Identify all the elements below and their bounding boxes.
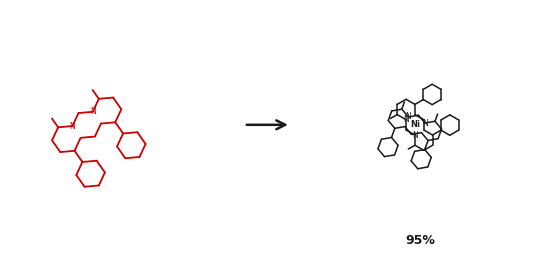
Text: N: N bbox=[403, 115, 409, 124]
Text: 95%: 95% bbox=[406, 234, 435, 247]
Text: N: N bbox=[90, 107, 96, 116]
Text: N: N bbox=[422, 119, 428, 127]
Text: N: N bbox=[69, 121, 75, 131]
Text: Ni: Ni bbox=[410, 120, 420, 129]
Text: N: N bbox=[412, 131, 418, 140]
Text: N: N bbox=[406, 112, 411, 121]
